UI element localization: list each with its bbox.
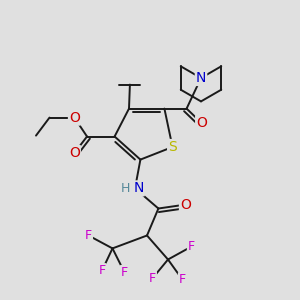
Text: O: O xyxy=(180,198,191,212)
Text: F: F xyxy=(179,273,186,286)
Text: O: O xyxy=(196,116,207,130)
Text: F: F xyxy=(85,229,92,242)
Text: F: F xyxy=(188,240,195,253)
Text: F: F xyxy=(121,266,128,279)
Text: S: S xyxy=(168,140,177,154)
Text: O: O xyxy=(69,146,80,160)
Text: F: F xyxy=(149,272,156,285)
Text: N: N xyxy=(196,71,206,85)
Text: O: O xyxy=(69,111,80,124)
Text: H: H xyxy=(121,182,130,195)
Text: N: N xyxy=(134,182,144,195)
Text: F: F xyxy=(98,264,106,277)
